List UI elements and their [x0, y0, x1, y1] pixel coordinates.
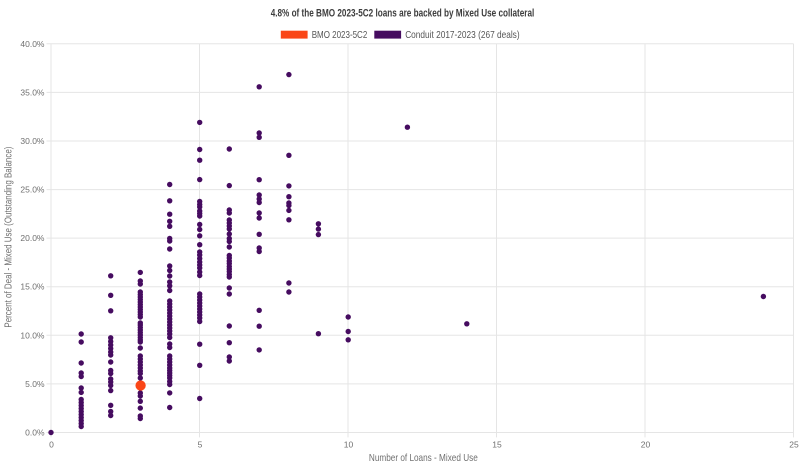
svg-text:15: 15: [492, 440, 502, 450]
svg-text:5.0%: 5.0%: [25, 379, 45, 389]
svg-text:35.0%: 35.0%: [20, 87, 45, 97]
svg-text:20.0%: 20.0%: [20, 233, 45, 243]
svg-text:BMO 2023-5C2: BMO 2023-5C2: [312, 29, 368, 41]
svg-text:Conduit 2017-2023 (267 deals): Conduit 2017-2023 (267 deals): [405, 29, 519, 41]
svg-text:10: 10: [344, 440, 354, 450]
svg-text:30.0%: 30.0%: [20, 136, 45, 146]
svg-text:4.8% of the BMO 2023-5C2 loans: 4.8% of the BMO 2023-5C2 loans are backe…: [271, 8, 535, 20]
svg-text:25.0%: 25.0%: [20, 185, 45, 195]
svg-text:5: 5: [198, 440, 203, 450]
svg-text:40.0%: 40.0%: [20, 39, 45, 49]
svg-text:0.0%: 0.0%: [25, 428, 45, 438]
svg-text:Number of Loans - Mixed Use: Number of Loans - Mixed Use: [369, 452, 478, 464]
svg-text:15.0%: 15.0%: [20, 282, 45, 292]
svg-text:10.0%: 10.0%: [20, 330, 45, 340]
svg-text:Percent of Deal - Mixed Use (O: Percent of Deal - Mixed Use (Outstanding…: [3, 147, 15, 328]
svg-text:0: 0: [49, 440, 54, 450]
svg-text:25: 25: [789, 440, 799, 450]
svg-text:20: 20: [641, 440, 651, 450]
